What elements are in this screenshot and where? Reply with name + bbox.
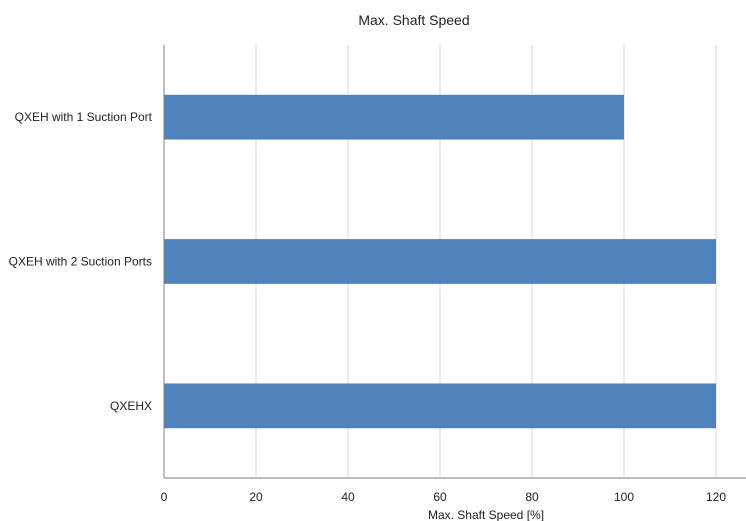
bar <box>164 94 624 140</box>
x-tick-label: 20 <box>249 490 263 504</box>
x-tick-label: 100 <box>614 490 634 504</box>
x-tick-label: 60 <box>433 490 447 504</box>
category-label: QXEHX <box>110 399 152 413</box>
category-labels: QXEH with 1 Suction Port QXEH with 2 Suct… <box>9 110 153 413</box>
bar <box>164 383 716 429</box>
x-tick-label: 120 <box>706 490 726 504</box>
axes <box>163 45 746 479</box>
category-label: QXEH with 2 Suction Ports <box>9 255 152 269</box>
x-axis-title: Max. Shaft Speed [%] <box>428 508 544 521</box>
bar <box>164 239 716 284</box>
category-label: QXEH with 1 Suction Port <box>15 110 153 124</box>
x-tick-label: 40 <box>341 490 355 504</box>
chart-title: Max. Shaft Speed <box>358 12 469 28</box>
x-tick-labels: 0 20 40 60 80 100 120 <box>161 490 727 504</box>
bars <box>164 94 716 429</box>
x-tick-label: 0 <box>161 490 168 504</box>
x-tick-label: 80 <box>525 490 539 504</box>
